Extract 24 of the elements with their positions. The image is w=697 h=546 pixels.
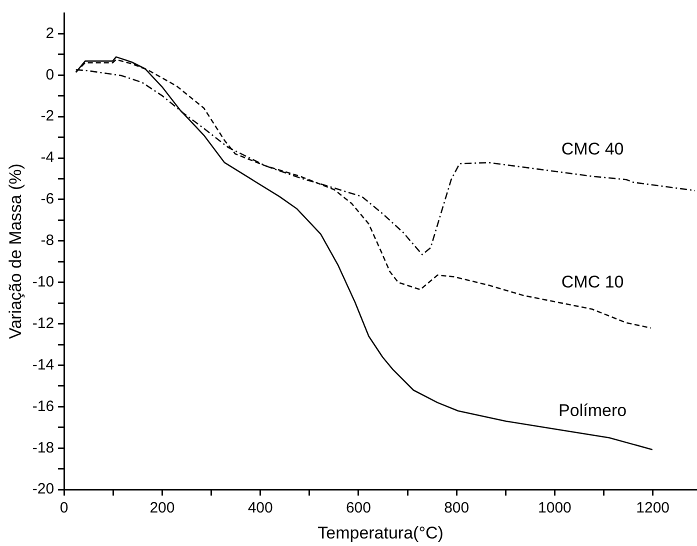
x-tick-label: 600 [346,500,371,517]
x-axis-title: Temperatura(°C) [318,523,444,542]
x-tick-label: 0 [60,500,68,517]
series-label: Polímero [558,400,627,420]
y-tick-label: -4 [40,149,54,166]
y-tick-label: -14 [32,356,54,374]
x-tick-label: 800 [444,500,470,517]
y-tick-label: -12 [32,314,54,332]
y-tick-label: -8 [40,232,54,250]
y-tick-label: 0 [46,66,54,84]
y-tick-label: -20 [32,480,54,498]
y-tick-label: -2 [40,108,54,125]
y-tick-label: -10 [32,274,54,291]
y-tick-label: -6 [40,190,54,208]
x-tick-label: 200 [150,500,175,517]
series-label: CMC 40 [561,139,624,158]
x-tick-label: 400 [248,500,273,517]
y-tick-label: 2 [46,24,54,42]
x-tick-label: 1000 [538,500,572,517]
x-tick-label: 1200 [636,500,670,517]
y-tick-label: -18 [32,439,54,456]
y-tick-label: -16 [32,398,54,415]
series-label: CMC 10 [561,272,624,292]
y-axis-title: Variação de Massa (%) [6,164,25,340]
